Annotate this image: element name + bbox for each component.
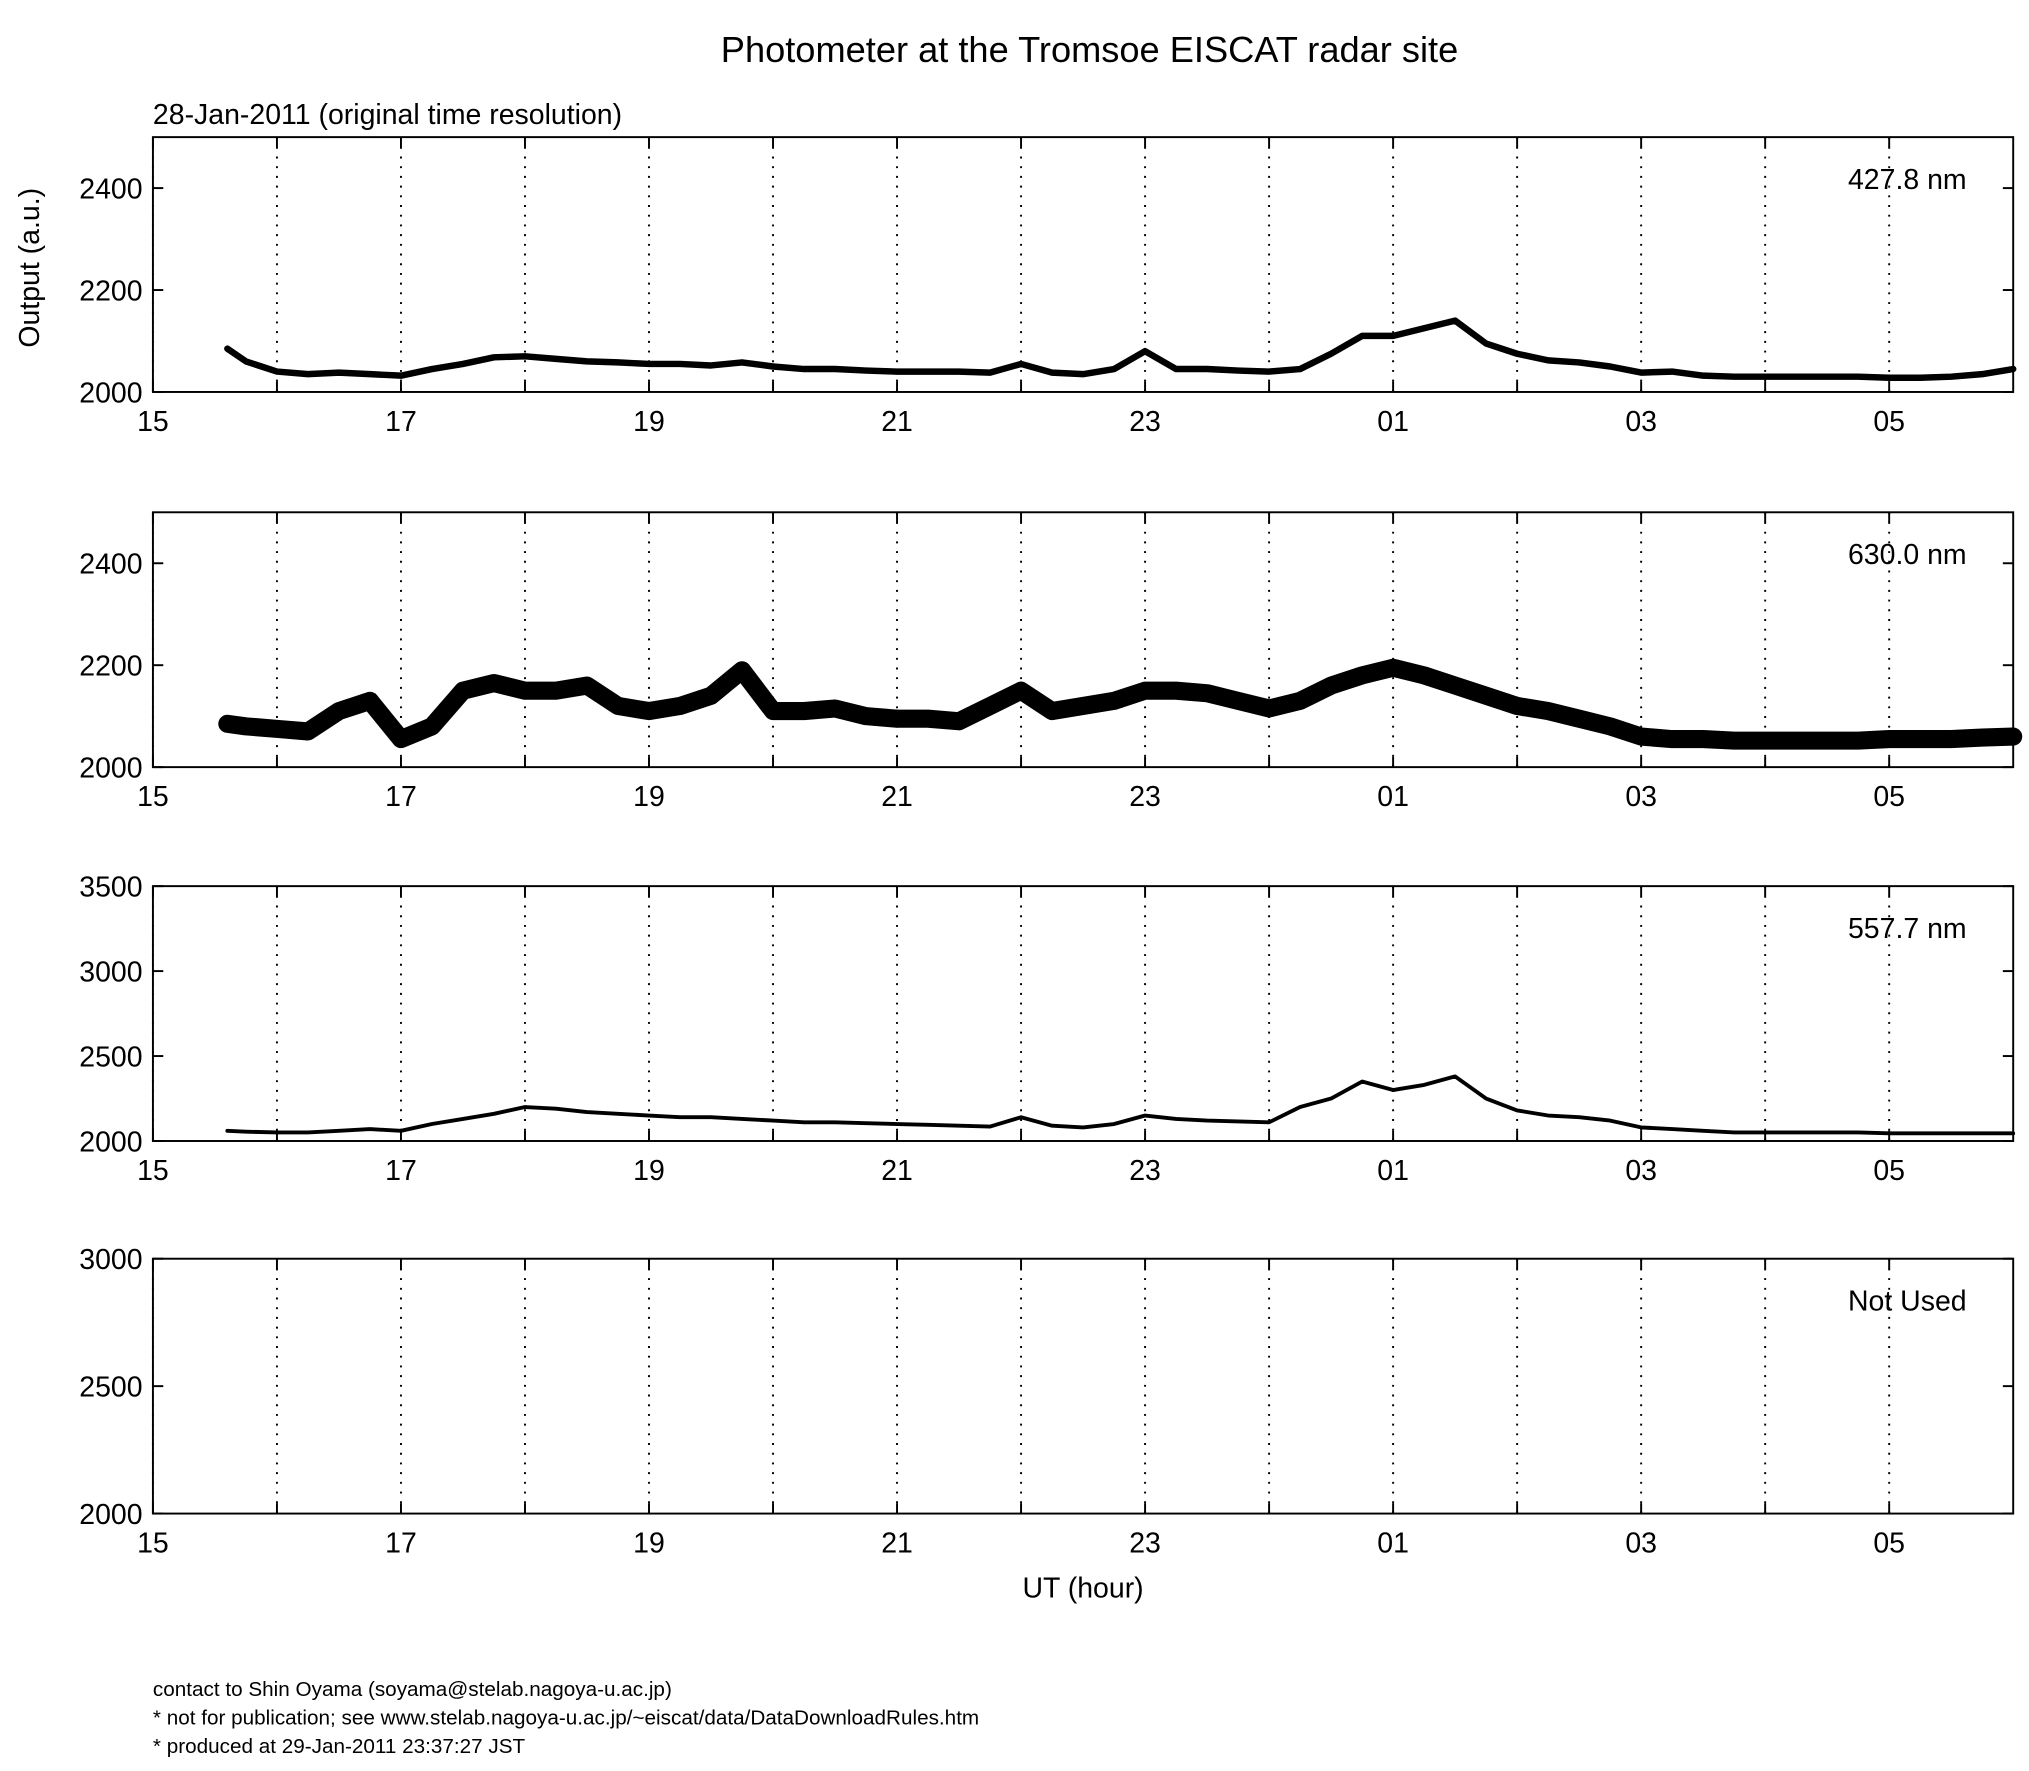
- x-tick-label: 23: [1129, 1155, 1161, 1187]
- x-tick-label: 03: [1625, 781, 1657, 813]
- x-tick-label: 05: [1873, 406, 1905, 438]
- x-tick-label: 21: [881, 406, 913, 438]
- x-tick-label: 23: [1129, 1527, 1161, 1559]
- x-tick-label: 03: [1625, 1155, 1657, 1187]
- plot-frame: [151, 1257, 2015, 1515]
- panel-annotation: 427.8 nm: [1848, 164, 1967, 196]
- x-tick-label: 23: [1129, 406, 1161, 438]
- y-tick-label: 2000: [79, 377, 142, 409]
- x-tick-label: 15: [137, 1527, 169, 1559]
- y-tick-label: 2000: [79, 1126, 142, 1158]
- x-tick-label: 23: [1129, 781, 1161, 813]
- x-axis-label: UT (hour): [1022, 1573, 1143, 1605]
- y-axis-label: Output (a.u.): [14, 188, 46, 348]
- x-tick-label: 05: [1873, 1155, 1905, 1187]
- y-tick-label: 3500: [79, 871, 142, 903]
- footer-line: * produced at 29-Jan-2011 23:37:27 JST: [153, 1735, 526, 1758]
- y-tick-label: 2200: [79, 275, 142, 307]
- footer-line: * not for publication; see www.stelab.na…: [153, 1706, 979, 1729]
- x-tick-label: 05: [1873, 1527, 1905, 1559]
- x-tick-label: 01: [1377, 1155, 1409, 1187]
- x-tick-label: 03: [1625, 1527, 1657, 1559]
- chart-title: Photometer at the Tromsoe EISCAT radar s…: [721, 29, 1458, 70]
- footer-line: contact to Shin Oyama (soyama@stelab.nag…: [153, 1678, 672, 1701]
- chart-subtitle: 28-Jan-2011 (original time resolution): [153, 99, 622, 131]
- x-tick-label: 21: [881, 781, 913, 813]
- x-tick-label: 19: [633, 1527, 665, 1559]
- x-tick-label: 19: [633, 781, 665, 813]
- data-line: [224, 317, 2017, 381]
- x-tick-label: 21: [881, 1527, 913, 1559]
- x-tick-label: 17: [385, 1527, 417, 1559]
- plot-frame: [151, 136, 2015, 393]
- y-tick-label: 3000: [79, 1244, 142, 1276]
- x-tick-label: 05: [1873, 781, 1905, 813]
- x-tick-label: 01: [1377, 781, 1409, 813]
- data-line: [218, 658, 2023, 750]
- x-tick-label: 21: [881, 1155, 913, 1187]
- x-tick-label: 17: [385, 406, 417, 438]
- plot-frame: [151, 885, 2015, 1142]
- x-tick-label: 03: [1625, 406, 1657, 438]
- panel-annotation: 630.0 nm: [1848, 539, 1967, 571]
- x-tick-label: 17: [385, 781, 417, 813]
- y-tick-label: 2500: [79, 1371, 142, 1403]
- data-line: [225, 1074, 2016, 1136]
- y-tick-label: 3000: [79, 956, 142, 988]
- y-tick-label: 2400: [79, 173, 142, 205]
- y-tick-label: 2500: [79, 1041, 142, 1073]
- x-tick-label: 19: [633, 406, 665, 438]
- panel-annotation: Not Used: [1848, 1285, 1967, 1317]
- y-tick-label: 2400: [79, 549, 142, 581]
- x-tick-label: 19: [633, 1155, 665, 1187]
- x-tick-label: 15: [137, 1155, 169, 1187]
- y-tick-label: 2000: [79, 752, 142, 784]
- x-tick-label: 01: [1377, 1527, 1409, 1559]
- plot-frame: [151, 511, 2015, 769]
- panel-annotation: 557.7 nm: [1848, 913, 1967, 945]
- y-tick-label: 2200: [79, 651, 142, 683]
- x-tick-label: 15: [137, 406, 169, 438]
- x-tick-label: 01: [1377, 406, 1409, 438]
- x-tick-label: 17: [385, 1155, 417, 1187]
- x-tick-label: 15: [137, 781, 169, 813]
- y-tick-label: 2000: [79, 1499, 142, 1531]
